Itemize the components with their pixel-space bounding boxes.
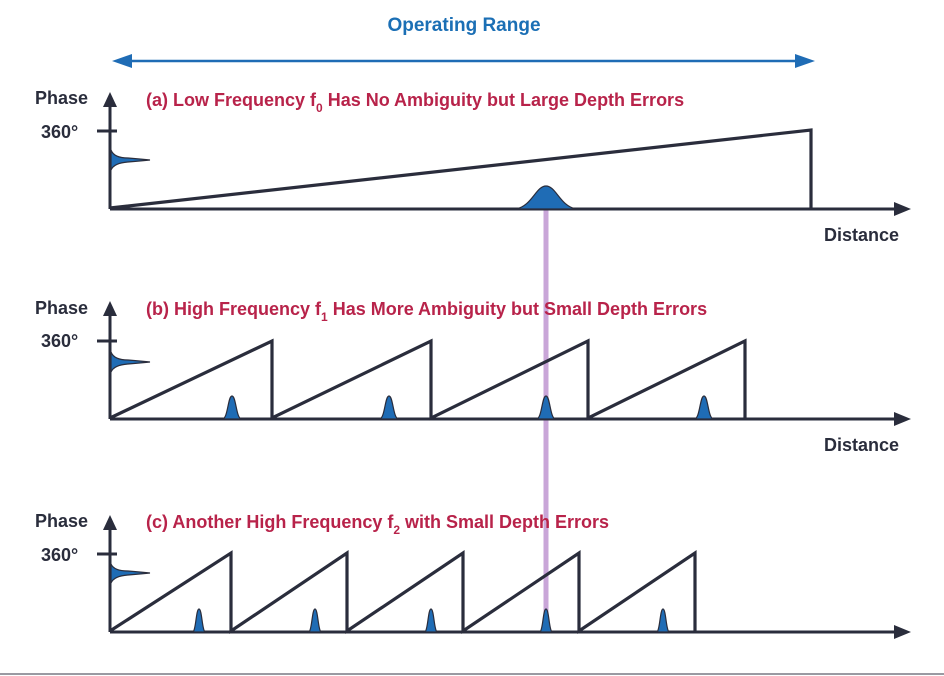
panel-c-depth-error-peak-3	[423, 608, 439, 633]
panel-a-phase-distribution	[110, 149, 151, 171]
panel-c-sawtooth	[109, 549, 697, 635]
panel-c-axes	[97, 515, 911, 639]
phase-axis-label: Phase	[35, 88, 88, 108]
phase-max-label: 360°	[41, 331, 78, 351]
panel-b: Phase 360° (b) High Frequency f1 Has Mor…	[35, 298, 911, 455]
panel-a-axes	[97, 92, 911, 216]
panel-c-depth-error-peak-1	[191, 608, 207, 633]
operating-range-arrow	[112, 54, 815, 68]
panel-c-depth-error-peak-2	[307, 608, 323, 633]
panel-b-depth-error-peak-2	[379, 395, 399, 420]
panel-b-depth-error-peak-4	[694, 395, 714, 420]
panel-b-depth-error-peak-3	[536, 395, 556, 420]
phase-max-label: 360°	[41, 122, 78, 142]
panel-b-depth-error-peak-1	[222, 395, 242, 420]
phase-max-label: 360°	[41, 545, 78, 565]
distance-axis-label: Distance	[824, 225, 899, 245]
panel-a: Phase 360° (a) Low Frequency f0 Has No A…	[35, 88, 911, 245]
panel-c-title: (c) Another High Frequency f2 with Small…	[146, 512, 609, 537]
panel-b-sawtooth	[109, 338, 747, 421]
panel-a-depth-error-peak	[515, 185, 577, 210]
panel-b-axes	[97, 301, 911, 426]
panel-a-sawtooth	[109, 128, 813, 210]
panel-c-depth-error-peak-4	[538, 608, 554, 633]
distance-axis-label: Distance	[824, 435, 899, 455]
panel-c-depth-error-peak-5	[655, 608, 671, 633]
phase-axis-label: Phase	[35, 298, 88, 318]
phase-axis-label: Phase	[35, 511, 88, 531]
operating-range-label: Operating Range	[387, 15, 540, 36]
panel-b-title: (b) High Frequency f1 Has More Ambiguity…	[146, 299, 707, 324]
panel-c: Phase 360° (c) Another High Frequency f2…	[35, 511, 911, 639]
panel-a-title: (a) Low Frequency f0 Has No Ambiguity bu…	[146, 90, 684, 115]
panel-c-phase-distribution	[110, 563, 151, 584]
panel-b-phase-distribution	[110, 351, 151, 373]
